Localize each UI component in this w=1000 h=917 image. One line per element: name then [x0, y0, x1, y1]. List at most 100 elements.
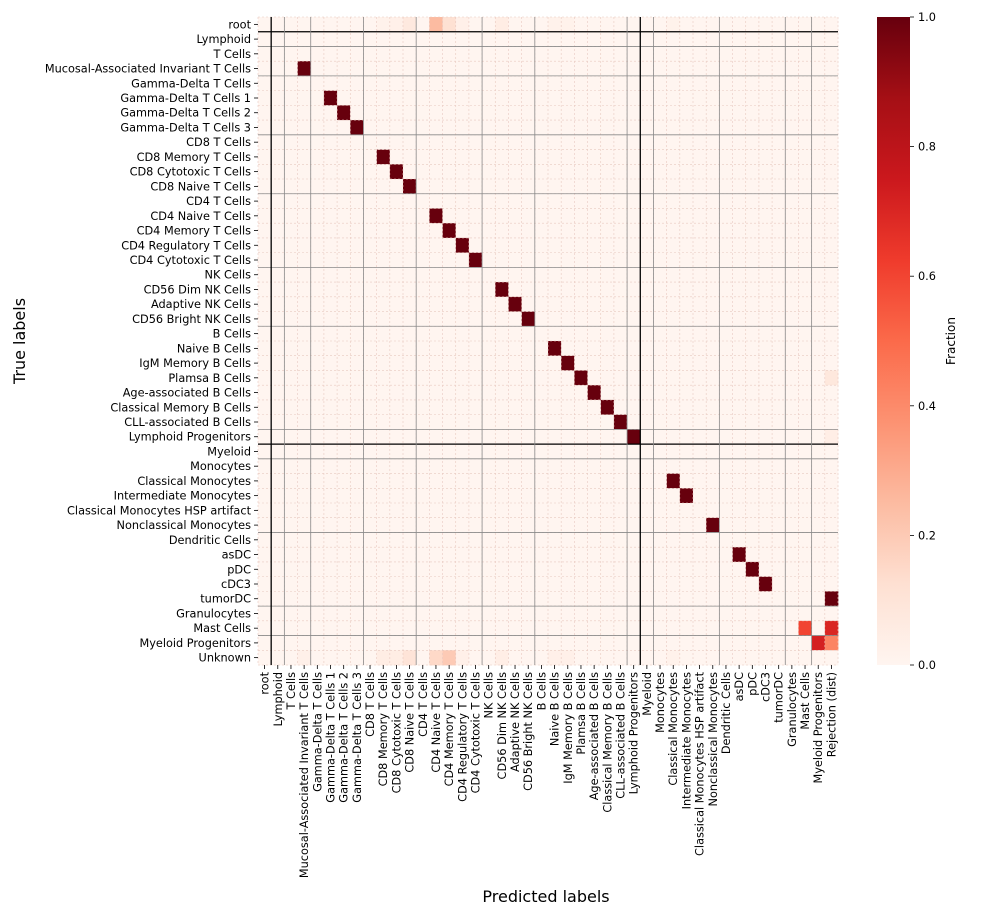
heatmap-cell — [785, 208, 799, 224]
heatmap-cell — [271, 458, 285, 474]
heatmap-cell — [258, 385, 272, 401]
x-tick-label: Gamma-Delta T Cells 3 — [351, 672, 364, 803]
heatmap-cell — [508, 164, 523, 180]
heatmap-cell — [732, 31, 747, 47]
heatmap-cell — [600, 517, 615, 533]
heatmap-cell — [284, 532, 298, 548]
heatmap-cell — [389, 532, 404, 548]
heatmap-cell — [376, 591, 391, 607]
heatmap-cell — [495, 650, 509, 666]
heatmap-cell — [376, 370, 391, 386]
heatmap-cell — [745, 385, 760, 401]
heatmap-cell — [640, 46, 654, 62]
heatmap-cell — [719, 341, 733, 357]
heatmap-cell — [653, 473, 668, 489]
heatmap-cell — [376, 576, 391, 592]
x-tick-label: IgM Memory B Cells — [562, 672, 575, 784]
heatmap-cell — [600, 458, 615, 474]
heatmap-cell — [640, 149, 654, 165]
heatmap-cell — [416, 120, 430, 136]
heatmap-cell — [824, 46, 839, 62]
heatmap-cell — [389, 517, 404, 533]
heatmap-cell — [732, 620, 747, 636]
heatmap-cell — [429, 75, 443, 92]
heatmap-cell — [706, 179, 720, 195]
heatmap-cell — [824, 311, 839, 327]
heatmap-cell — [706, 252, 720, 268]
heatmap-cell — [574, 473, 588, 489]
heatmap-cell — [798, 105, 813, 121]
heatmap-cell — [376, 252, 391, 268]
heatmap-cell — [350, 532, 364, 548]
heatmap-cell — [429, 208, 443, 224]
heatmap-cell — [271, 503, 285, 519]
heatmap-cell — [534, 223, 549, 239]
heatmap-cell — [495, 164, 509, 180]
heatmap-cell — [363, 208, 378, 224]
heatmap-cell — [429, 650, 443, 666]
heatmap-cell — [785, 635, 799, 651]
heatmap-cell — [561, 635, 575, 651]
heatmap-cell — [653, 414, 668, 430]
heatmap-cell — [323, 208, 338, 224]
heatmap-cell — [679, 503, 694, 519]
heatmap-cell — [653, 561, 668, 578]
heatmap-cell — [653, 134, 668, 150]
heatmap-cell — [468, 164, 483, 180]
heatmap-cell — [653, 488, 668, 504]
heatmap-cell — [653, 61, 668, 77]
heatmap-cell — [403, 120, 417, 136]
heatmap-cell — [613, 341, 628, 357]
heatmap-cell — [337, 237, 351, 254]
heatmap-cell — [376, 399, 391, 416]
heatmap-cell — [403, 134, 417, 150]
heatmap-cell — [745, 17, 760, 33]
heatmap-cell — [468, 252, 483, 268]
heatmap-cell — [534, 385, 549, 401]
heatmap-cell — [363, 179, 378, 195]
heatmap-cell — [600, 399, 615, 416]
heatmap-cell — [574, 591, 588, 607]
heatmap-cell — [416, 635, 430, 651]
heatmap-cell — [337, 311, 351, 327]
heatmap-cell — [627, 31, 641, 47]
heatmap-cell — [534, 179, 549, 195]
heatmap-cell — [376, 311, 391, 327]
heatmap-cell — [587, 473, 602, 489]
heatmap-cell — [389, 282, 404, 298]
heatmap-cell — [389, 193, 404, 209]
x-tick-label: Granulocytes — [786, 672, 799, 747]
y-tick-label: CD4 Naive T Cells — [150, 210, 251, 223]
heatmap-cell — [758, 31, 773, 47]
heatmap-cell — [706, 120, 720, 136]
y-tick-label: Classical Memory B Cells — [110, 401, 251, 414]
heatmap-cell — [706, 650, 720, 666]
heatmap-cell — [350, 75, 364, 92]
heatmap-cell — [442, 193, 457, 209]
heatmap-cell — [666, 179, 681, 195]
heatmap-cell — [666, 414, 681, 430]
heatmap-cell — [323, 105, 338, 121]
heatmap-cell — [482, 223, 496, 239]
heatmap-cell — [653, 547, 668, 563]
heatmap-cell — [719, 267, 733, 283]
heatmap-cell — [455, 120, 470, 136]
heatmap-cell — [719, 370, 733, 386]
heatmap-cell — [337, 105, 351, 121]
heatmap-cell — [587, 517, 602, 533]
heatmap-cell — [732, 385, 747, 401]
heatmap-cell — [376, 208, 391, 224]
heatmap-cell — [600, 591, 615, 607]
heatmap-cell — [693, 561, 707, 578]
heatmap-cell — [534, 458, 549, 474]
x-tick-label: asDC — [733, 672, 746, 702]
heatmap-cell — [653, 650, 668, 666]
y-tick-label: CD4 Memory T Cells — [137, 225, 252, 238]
heatmap-cell — [521, 591, 536, 607]
heatmap-cell — [482, 650, 496, 666]
heatmap-cell — [627, 149, 641, 165]
heatmap-cell — [732, 444, 747, 460]
heatmap-cell — [416, 223, 430, 239]
heatmap-cell — [627, 473, 641, 489]
heatmap-cell — [337, 385, 351, 401]
